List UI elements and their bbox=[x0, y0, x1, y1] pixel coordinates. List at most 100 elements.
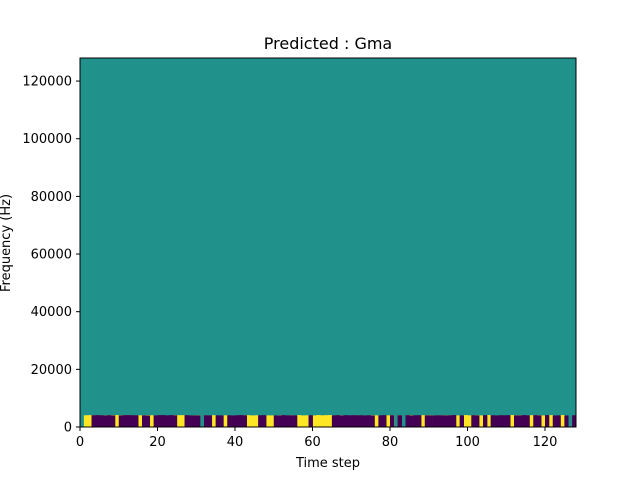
heatmap-cell-high bbox=[316, 415, 321, 428]
x-tick-label: 60 bbox=[304, 435, 321, 450]
heatmap-cell-high bbox=[455, 415, 461, 428]
heatmap-cell-low bbox=[424, 415, 430, 428]
heatmap-cell-low bbox=[308, 415, 313, 428]
heatmap-cell-low bbox=[397, 415, 402, 428]
plot-area bbox=[79, 57, 577, 428]
heatmap-cell-low bbox=[347, 415, 352, 428]
heatmap-cell-low bbox=[219, 415, 224, 428]
heatmap-cell-high bbox=[304, 415, 309, 428]
heatmap-cell-low bbox=[475, 415, 480, 428]
heatmap-cell-low bbox=[448, 415, 453, 428]
heatmap-cell-low bbox=[293, 415, 298, 428]
heatmap-cell-high bbox=[300, 415, 306, 428]
heatmap-cell-low bbox=[231, 415, 236, 428]
heatmap-cell-low bbox=[436, 415, 441, 428]
heatmap-cell-low bbox=[521, 415, 526, 428]
heatmap-cell-low bbox=[153, 415, 158, 428]
heatmap-cell-low bbox=[103, 415, 108, 428]
heatmap-cell-high bbox=[463, 415, 468, 428]
heatmap-cell-high bbox=[479, 415, 484, 428]
heatmap-background bbox=[80, 58, 576, 427]
heatmap-cell-low bbox=[277, 415, 282, 428]
heatmap-cell-low bbox=[382, 415, 387, 428]
heatmap-cell-low bbox=[122, 415, 127, 428]
heatmap-cell-low bbox=[331, 415, 337, 428]
heatmap-cell-high bbox=[114, 415, 120, 428]
heatmap-cell-low bbox=[192, 415, 197, 428]
heatmap-cell-low bbox=[444, 415, 449, 428]
heatmap-cell-high bbox=[149, 415, 154, 428]
heatmap-cell-low bbox=[258, 415, 263, 428]
heatmap-cell-low bbox=[215, 415, 220, 428]
heatmap-cell-high bbox=[266, 415, 271, 428]
heatmap-cell-low bbox=[564, 415, 569, 428]
heatmap-cell-low bbox=[533, 415, 538, 428]
heatmap-cell-low bbox=[134, 415, 139, 428]
heatmap-cell-low bbox=[378, 415, 383, 428]
x-tick-label: 100 bbox=[455, 435, 480, 450]
heatmap-cell-low bbox=[525, 415, 530, 428]
heatmap-cell-low bbox=[359, 415, 364, 428]
heatmap-cell-low bbox=[207, 415, 213, 428]
heatmap-cell-low bbox=[285, 415, 290, 428]
heatmap-cell-low bbox=[126, 415, 131, 428]
heatmap-cell-low bbox=[107, 415, 112, 428]
y-tick-label: 120000 bbox=[22, 75, 72, 90]
heatmap-cell-low bbox=[157, 415, 162, 428]
heatmap-cell-low bbox=[494, 415, 499, 428]
heatmap-cell-low bbox=[351, 415, 356, 428]
heatmap-cell-high bbox=[246, 415, 251, 428]
heatmap-cell-low bbox=[242, 415, 247, 428]
heatmap-cell-low bbox=[227, 415, 232, 428]
heatmap-cell-low bbox=[235, 415, 240, 428]
heatmap-cell-low bbox=[483, 415, 488, 428]
heatmap-cell-high bbox=[324, 415, 329, 428]
heatmap-cell-high bbox=[467, 415, 472, 428]
heatmap-cell-low bbox=[238, 415, 244, 427]
heatmap-cell-low bbox=[471, 415, 476, 428]
y-tick-label: 100000 bbox=[22, 132, 72, 147]
heatmap-cell-low bbox=[145, 415, 151, 428]
heatmap-cell-low bbox=[335, 415, 340, 428]
heatmap-cell-high bbox=[328, 415, 333, 428]
heatmap-cell-high bbox=[269, 415, 275, 428]
heatmap-cell-low bbox=[173, 415, 178, 428]
heatmap-cell-high bbox=[510, 415, 515, 428]
x-tick-label: 80 bbox=[382, 435, 399, 450]
heatmap-cell-low bbox=[417, 415, 422, 428]
heatmap-cell-low bbox=[490, 415, 495, 428]
plot-frame bbox=[79, 57, 577, 428]
heatmap-cell-low bbox=[169, 415, 174, 428]
heatmap-cell-low bbox=[362, 415, 368, 428]
y-tick-label: 60000 bbox=[31, 248, 72, 263]
heatmap-cell-low bbox=[432, 415, 437, 428]
heatmap-cell-low bbox=[204, 415, 209, 428]
heatmap-cell-low bbox=[428, 415, 433, 428]
y-tick-label: 40000 bbox=[31, 305, 72, 320]
heatmap-cell-low bbox=[130, 415, 135, 428]
heatmap-cell-low bbox=[498, 415, 503, 428]
heatmap-cell-high bbox=[541, 415, 546, 428]
y-tick-label: 20000 bbox=[31, 363, 72, 378]
heatmap-cell-low bbox=[514, 415, 519, 428]
heatmap-cell-low bbox=[552, 415, 557, 428]
x-tick-label: 40 bbox=[227, 435, 244, 450]
heatmap-cell-low bbox=[409, 415, 414, 428]
heatmap-cell-low bbox=[99, 415, 104, 428]
x-axis-label: Time step bbox=[295, 456, 360, 471]
heatmap-cell-low bbox=[452, 415, 457, 428]
heatmap-cell-low bbox=[537, 415, 542, 428]
heatmap-cell-low bbox=[95, 415, 100, 427]
heatmap-cell-low bbox=[281, 415, 286, 428]
heatmap-cell-high bbox=[312, 415, 317, 428]
heatmap-cell-low bbox=[572, 415, 577, 428]
heatmap-cell-low bbox=[165, 415, 170, 428]
heatmap-cell-high bbox=[180, 415, 185, 428]
heatmap-cell-high bbox=[176, 415, 182, 428]
heatmap-cell-low bbox=[517, 415, 523, 428]
heatmap-cell-low bbox=[366, 415, 371, 428]
x-tick-label: 120 bbox=[533, 435, 558, 450]
heatmap-cell-low bbox=[273, 415, 278, 428]
heatmap-cell-low bbox=[339, 415, 344, 428]
y-tick-label: 0 bbox=[64, 421, 72, 436]
